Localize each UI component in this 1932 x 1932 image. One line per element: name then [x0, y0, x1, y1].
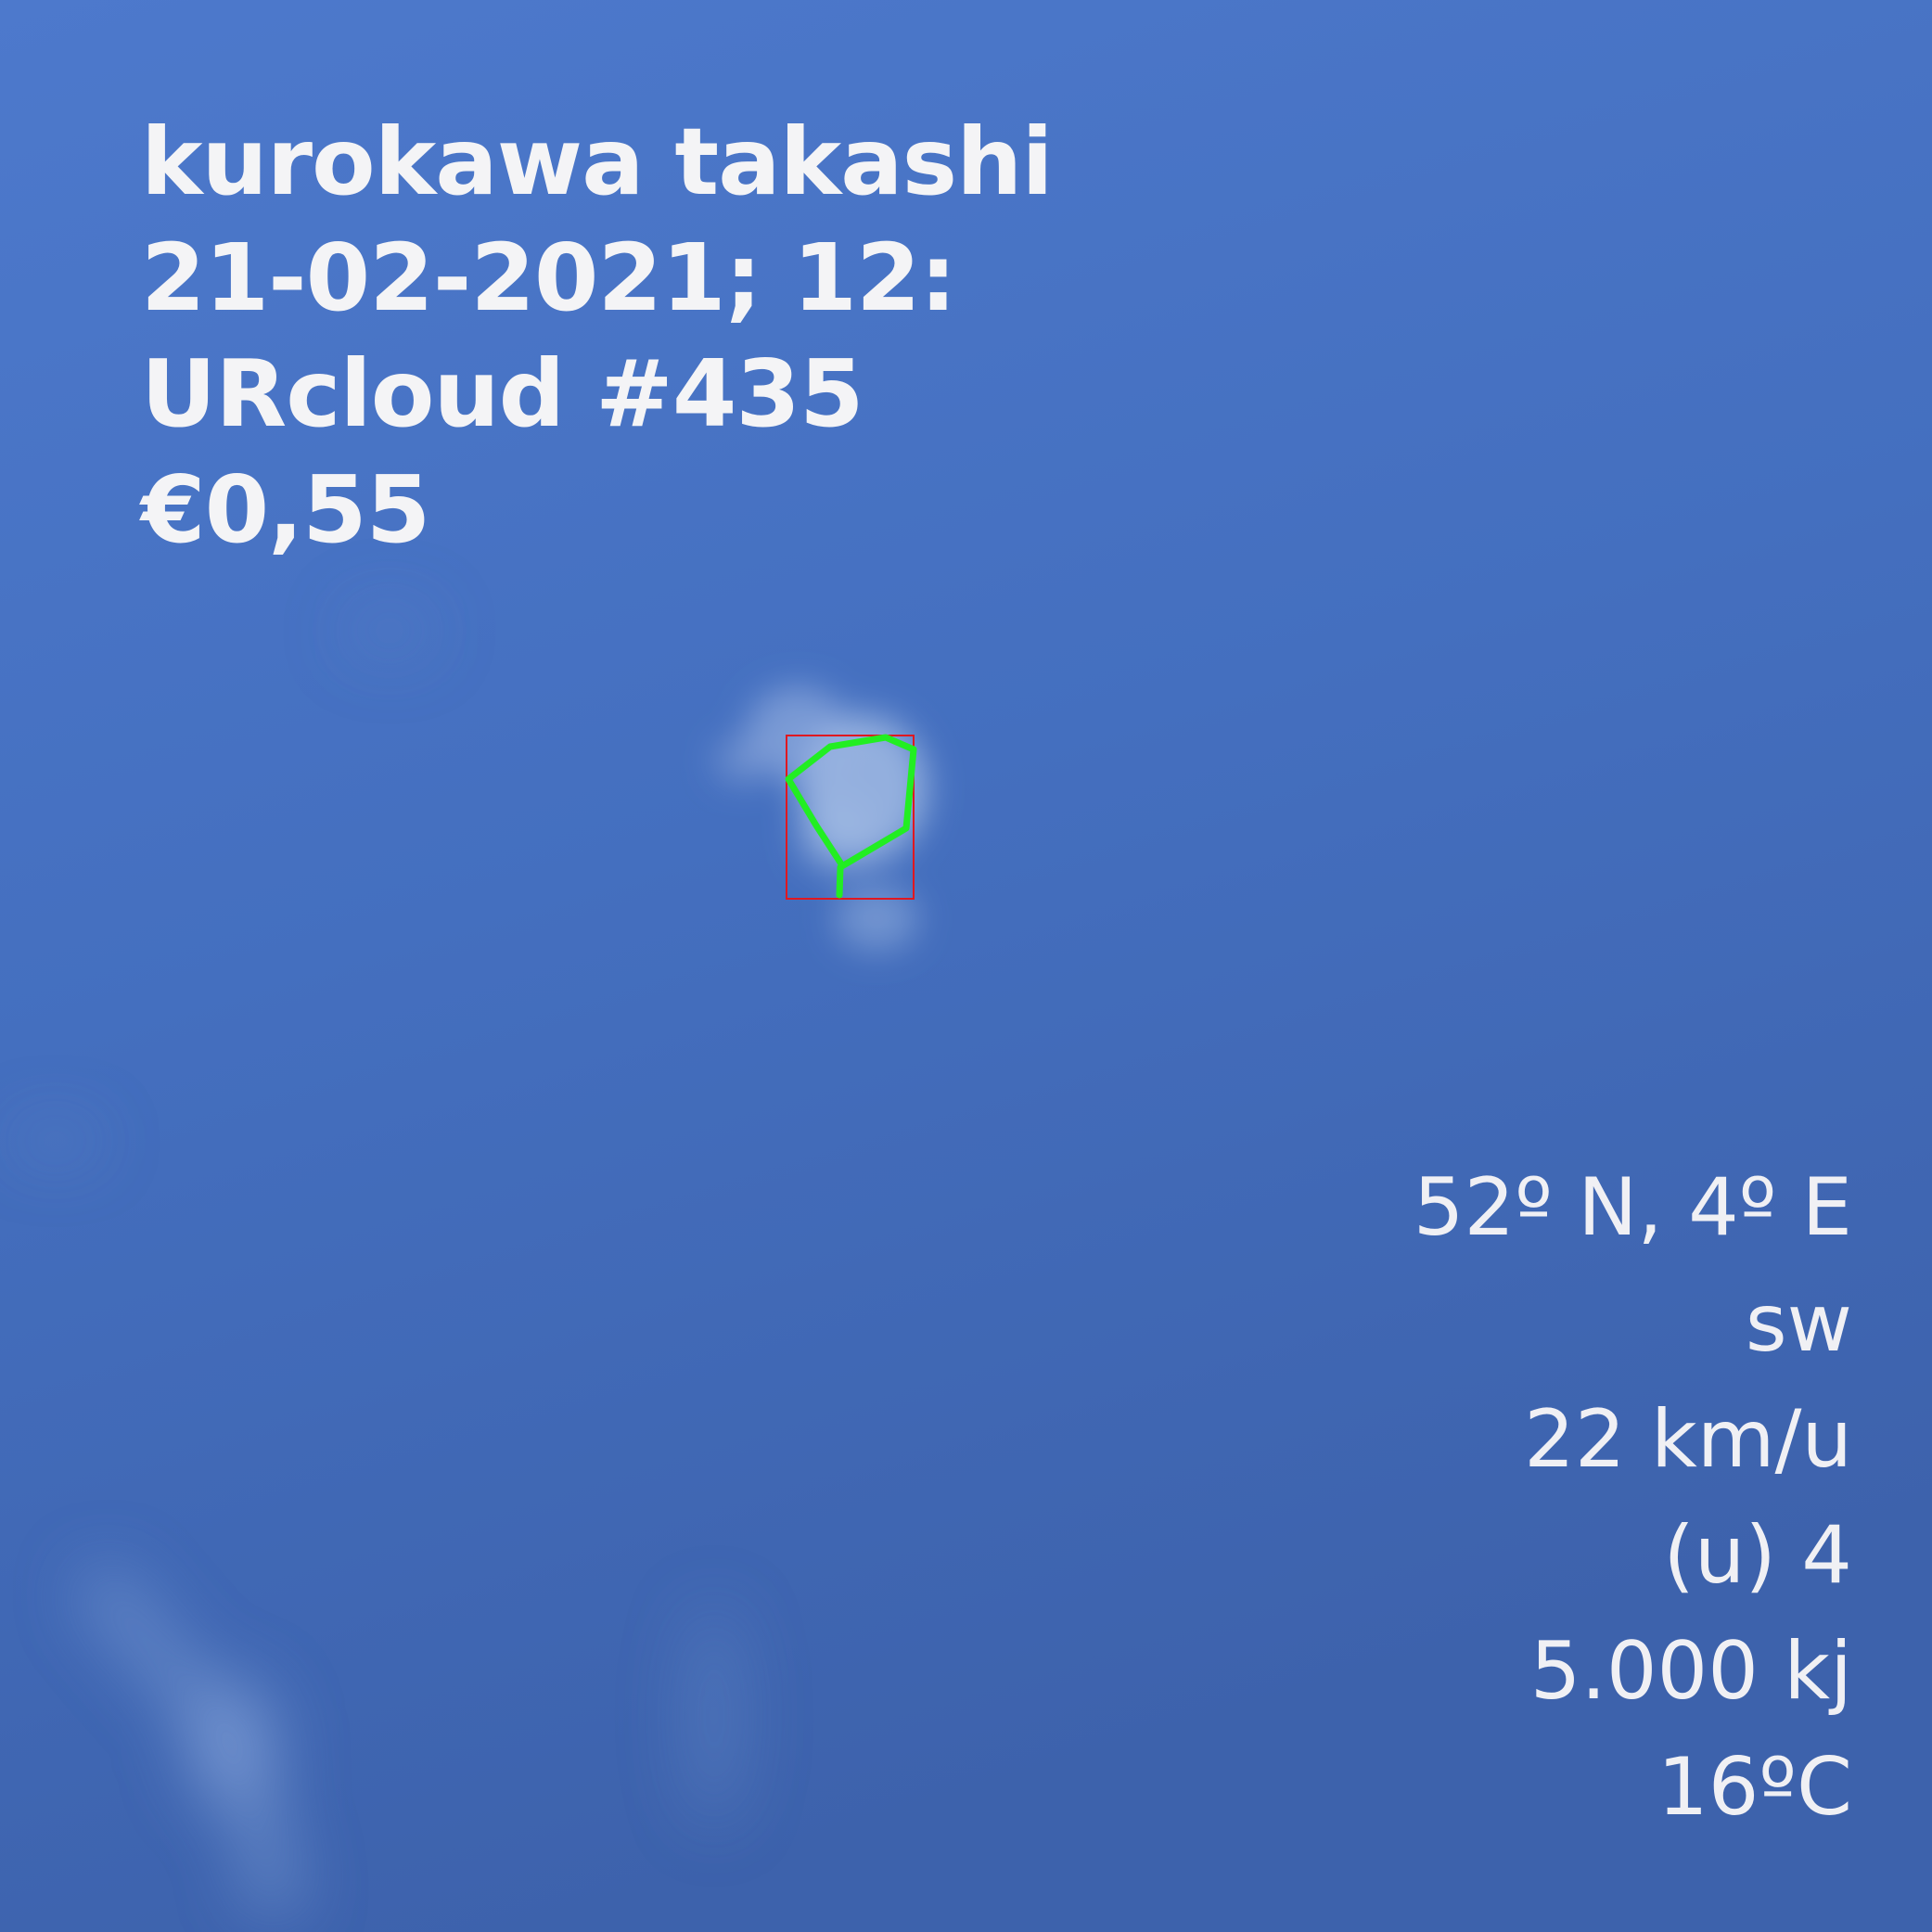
photographer-name: kurokawa takashi — [141, 108, 1054, 216]
energy: 5.000 kj — [1529, 1625, 1852, 1718]
caption-left: kurokawa takashi 21-02-2021; 12: URcloud… — [141, 104, 1054, 568]
wispy-clouds — [9, 603, 742, 1915]
coordinates: 52º N, 4º E — [1413, 1161, 1852, 1254]
price: €0,55 — [141, 455, 430, 564]
caption-right: 52º N, 4º E sw 22 km/u (u) 4 5.000 kj 16… — [1414, 1150, 1852, 1846]
cloud-id: URcloud #435 — [141, 339, 864, 448]
hours: (u) 4 — [1663, 1509, 1852, 1602]
detection-box — [786, 735, 915, 900]
cloud-outline — [785, 734, 917, 899]
wind-direction: sw — [1745, 1277, 1852, 1370]
temperature: 16ºC — [1657, 1741, 1852, 1834]
date-time: 21-02-2021; 12: — [141, 224, 957, 332]
wind-speed: 22 km/u — [1524, 1393, 1852, 1486]
